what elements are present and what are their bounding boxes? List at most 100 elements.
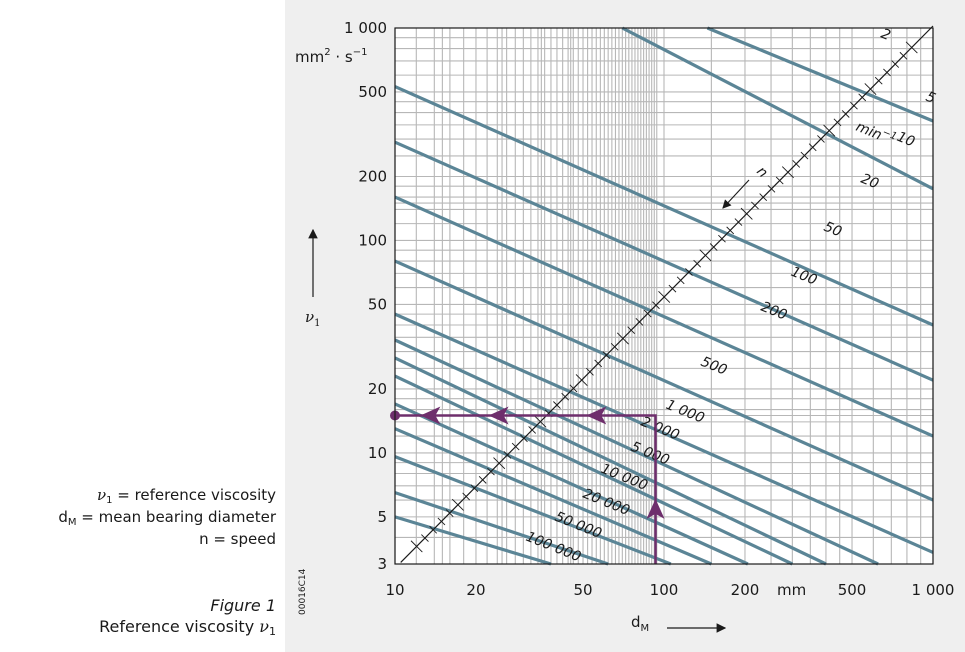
example-arrow-up bbox=[646, 498, 665, 519]
speed-line-2 bbox=[706, 26, 934, 123]
speed-axis-tick bbox=[616, 332, 629, 345]
speed-axis-tick bbox=[445, 509, 454, 517]
example-path bbox=[390, 406, 665, 564]
speed-axis-tick bbox=[817, 135, 825, 143]
speed-axis-tick bbox=[775, 176, 784, 185]
speed-axis-tick bbox=[410, 540, 423, 553]
speed-label: 50 bbox=[822, 219, 845, 241]
x-tick-label: 20 bbox=[466, 581, 485, 599]
speed-line-500 bbox=[394, 338, 879, 566]
x-tick-label: 100 bbox=[650, 581, 679, 599]
speed-line-20000 bbox=[394, 455, 672, 566]
speed-label: 10 bbox=[895, 129, 918, 151]
speed-axis-tick bbox=[470, 484, 479, 493]
speed-axis-tick bbox=[850, 101, 858, 110]
y-tick-label: 200 bbox=[358, 168, 387, 186]
speed-line-100000 bbox=[394, 515, 552, 566]
nu-symbol: ν bbox=[96, 486, 107, 504]
speed-line-20 bbox=[394, 140, 934, 382]
speed-axis-tick bbox=[751, 201, 759, 210]
speed-axis-tick bbox=[808, 143, 817, 152]
speed-axis-tick bbox=[883, 68, 891, 77]
speed-axis-tick bbox=[899, 51, 908, 60]
speed-axis-tick bbox=[668, 284, 677, 293]
figure-title-symbol: ν bbox=[259, 617, 269, 636]
speed-line-5 bbox=[621, 26, 934, 191]
speed-axis-tick bbox=[864, 83, 877, 95]
speed-axis-tick bbox=[874, 76, 883, 85]
image-code: 00016C14 bbox=[298, 568, 308, 615]
speed-line-2000 bbox=[394, 374, 794, 566]
speed-axis-tick bbox=[658, 290, 671, 303]
d-subscript: M bbox=[67, 517, 77, 528]
x-unit-label: mm bbox=[777, 581, 806, 599]
speed-line-5000 bbox=[394, 402, 749, 566]
speed-label: 20 bbox=[859, 171, 882, 193]
d-description: = mean bearing diameter bbox=[76, 508, 276, 526]
speed-axis-tick bbox=[685, 268, 693, 276]
plot-border bbox=[394, 27, 934, 565]
speed-axis-tick bbox=[528, 426, 537, 434]
speed-axis-tick bbox=[610, 342, 619, 351]
nu-subscript: 1 bbox=[106, 495, 113, 506]
speed-axis-tick bbox=[800, 151, 809, 160]
speed-line-10 bbox=[394, 85, 934, 327]
speed-lines bbox=[394, 26, 934, 566]
speed-axis-tick bbox=[726, 226, 735, 235]
example-arrow-left bbox=[420, 406, 441, 425]
y-tick-label: 10 bbox=[368, 444, 387, 462]
speed-line-50 bbox=[394, 195, 934, 438]
speed-axis-tick bbox=[693, 259, 702, 268]
figure-title: Reference viscosity ν1 bbox=[99, 616, 276, 637]
speed-axis-line bbox=[400, 25, 934, 563]
speed-axis-tick bbox=[429, 525, 438, 534]
speed-unit-label: min−1 bbox=[854, 117, 899, 149]
speed-axis-tick bbox=[594, 359, 603, 368]
speed-line-10000 bbox=[394, 427, 712, 566]
speed-axis-tick bbox=[421, 534, 429, 542]
example-polyline bbox=[395, 414, 657, 564]
figure-title-text: Reference viscosity bbox=[99, 617, 260, 636]
speed-line-50000 bbox=[394, 491, 609, 566]
speed-axis-tick bbox=[478, 476, 487, 484]
chart-panel: 2 5 10 20 50 100 200 500 1 000 2 000 5 000 10 000 20… bbox=[285, 0, 965, 652]
axis-labels: mm2 · s−1 mm dM ν1 00016C14 bbox=[295, 47, 806, 634]
figure-caption: Figure 1 Reference viscosity ν1 bbox=[99, 595, 276, 637]
speed-axis-tick bbox=[561, 392, 570, 401]
speed-axis-tick bbox=[699, 249, 712, 262]
y-tick-label: 500 bbox=[358, 83, 387, 101]
speed-axis-tick bbox=[643, 309, 652, 318]
x-tick-label: 500 bbox=[838, 581, 867, 599]
y-tick-label: 1 000 bbox=[344, 19, 387, 37]
speed-axis-tick bbox=[575, 374, 588, 387]
x-tick-label: 1 000 bbox=[912, 581, 955, 599]
speed-axis-tick bbox=[635, 318, 644, 326]
y-unit-label: mm2 · s−1 bbox=[295, 47, 367, 66]
speed-axis-tick bbox=[627, 326, 636, 335]
speed-axis-tick bbox=[534, 415, 547, 428]
speed-axis-tick bbox=[487, 467, 495, 476]
speed-axis-tick bbox=[493, 457, 506, 470]
x-tick-label: 10 bbox=[385, 581, 404, 599]
example-arrow-left bbox=[586, 406, 607, 425]
legend-n: n = speed bbox=[199, 530, 276, 548]
y-tick-label: 50 bbox=[368, 295, 387, 313]
speed-axis-tick bbox=[437, 517, 446, 526]
speed-axis-tick bbox=[602, 351, 611, 359]
speed-axis-tick bbox=[462, 492, 471, 501]
figure-number: Figure 1 bbox=[210, 596, 276, 615]
speed-axis-tick bbox=[823, 124, 836, 137]
speed-axis-tick bbox=[553, 401, 561, 409]
speed-axis-tick bbox=[858, 93, 867, 102]
speed-axis-tick bbox=[781, 166, 794, 179]
speed-axis-tick bbox=[569, 384, 578, 393]
axis-tick-labels: 10 20 50 100 200 500 1 000 3 5 10 20 50 100 200 500 1 0… bbox=[344, 19, 954, 599]
speed-axis-tick bbox=[709, 243, 718, 251]
speed-axis-tick bbox=[718, 234, 726, 243]
d-symbol: d bbox=[58, 508, 68, 526]
speed-axis-tick bbox=[841, 110, 850, 118]
speed-line-1000 bbox=[394, 356, 827, 566]
n-axis-arrow bbox=[722, 179, 750, 209]
speed-line-200 bbox=[394, 312, 934, 554]
